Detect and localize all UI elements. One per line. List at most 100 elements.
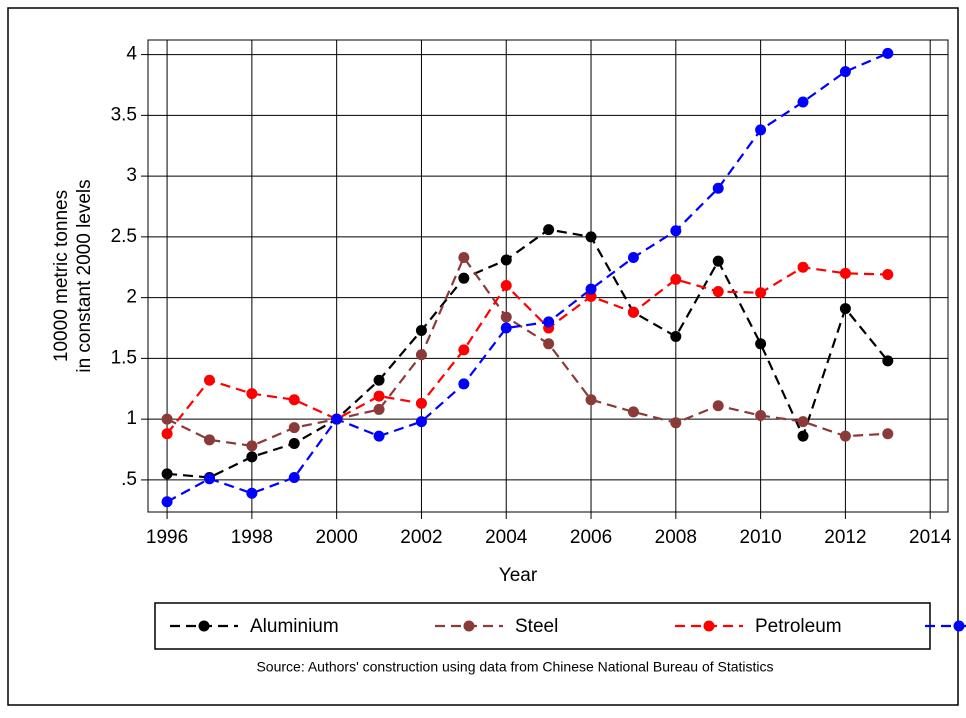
series-line <box>166 266 888 435</box>
data-point <box>670 417 682 429</box>
legend-label: Aluminium <box>250 616 339 637</box>
legend-marker <box>703 620 715 632</box>
data-point <box>882 355 894 367</box>
data-point <box>712 286 724 298</box>
data-point <box>203 374 215 386</box>
data-point <box>246 388 258 400</box>
legend-marker <box>463 620 475 632</box>
y-tick-label: 4 <box>126 44 137 65</box>
data-point <box>755 338 767 350</box>
frame <box>7 7 959 706</box>
x-tick-label: 2006 <box>570 527 612 548</box>
x-tick-label: 2008 <box>655 527 697 548</box>
data-point <box>670 331 682 343</box>
plot-area <box>147 39 949 513</box>
data-point <box>712 182 724 194</box>
data-point <box>500 311 512 323</box>
data-point <box>415 324 427 336</box>
data-point <box>500 254 512 266</box>
data-point <box>882 428 894 440</box>
legend-label: Petroleum <box>755 616 842 637</box>
data-point <box>246 440 258 452</box>
data-point <box>161 468 173 480</box>
y-tick-label: 1 <box>126 408 137 429</box>
data-point <box>882 269 894 281</box>
x-tick-label: 2012 <box>824 527 866 548</box>
data-point <box>543 338 555 350</box>
data-point <box>543 224 555 236</box>
y-tick-label: 3.5 <box>111 104 137 125</box>
source-note: Source: Authors' construction using data… <box>256 659 773 675</box>
data-point <box>839 430 851 442</box>
data-point <box>161 428 173 440</box>
data-point <box>755 410 767 422</box>
x-tick-label: 2010 <box>739 527 781 548</box>
data-point <box>839 66 851 78</box>
data-point <box>331 413 343 425</box>
x-tick-label: 1996 <box>146 527 188 548</box>
y-tick-label: .5 <box>121 469 137 490</box>
data-point <box>203 434 215 446</box>
y-axis-label: 10000 metric tonnes <box>51 190 72 362</box>
data-point <box>585 231 597 243</box>
data-point <box>797 430 809 442</box>
y-tick-label: 2 <box>126 287 137 308</box>
x-tick-label: 1998 <box>231 527 273 548</box>
data-point <box>458 272 470 284</box>
data-point <box>458 378 470 390</box>
data-point <box>627 306 639 318</box>
data-point <box>288 422 300 434</box>
data-point <box>288 471 300 483</box>
x-tick-label: 2004 <box>485 527 528 548</box>
data-point <box>839 303 851 315</box>
data-point <box>627 252 639 264</box>
legend-marker <box>953 620 965 632</box>
data-point <box>246 451 258 463</box>
data-point <box>415 397 427 409</box>
data-point <box>373 374 385 386</box>
data-point <box>458 252 470 264</box>
data-point <box>373 403 385 415</box>
data-point <box>797 96 809 108</box>
data-point <box>161 413 173 425</box>
data-point <box>415 416 427 428</box>
data-point <box>839 267 851 279</box>
series-line <box>166 255 888 448</box>
data-point <box>288 394 300 406</box>
data-point <box>543 316 555 328</box>
y-tick-label: 2.5 <box>111 226 137 247</box>
data-point <box>755 124 767 136</box>
data-point <box>712 400 724 412</box>
legend <box>154 602 931 650</box>
legend-marker <box>198 620 210 632</box>
data-point <box>246 487 258 499</box>
x-axis-label: Year <box>499 565 538 586</box>
data-point <box>373 390 385 402</box>
y-tick-label: 1.5 <box>111 347 137 368</box>
data-point <box>797 416 809 428</box>
data-point <box>500 279 512 291</box>
data-point <box>373 430 385 442</box>
x-tick-label: 2000 <box>316 527 358 548</box>
x-tick-label: 2014 <box>909 527 952 548</box>
legend-label: Steel <box>515 616 558 637</box>
data-point <box>585 283 597 295</box>
data-point <box>458 344 470 356</box>
data-point <box>203 473 215 485</box>
data-point <box>670 273 682 285</box>
data-point <box>670 225 682 237</box>
data-point <box>415 349 427 361</box>
data-point <box>755 287 767 299</box>
data-point <box>500 322 512 334</box>
data-point <box>288 437 300 449</box>
y-tick-label: 3 <box>126 165 137 186</box>
y-axis-label: in constant 2000 levels <box>74 179 95 372</box>
data-point <box>585 394 597 406</box>
data-point <box>161 496 173 508</box>
data-point <box>797 261 809 273</box>
data-point <box>882 47 894 59</box>
x-tick-label: 2002 <box>400 527 442 548</box>
data-point <box>712 255 724 267</box>
data-point <box>627 406 639 418</box>
